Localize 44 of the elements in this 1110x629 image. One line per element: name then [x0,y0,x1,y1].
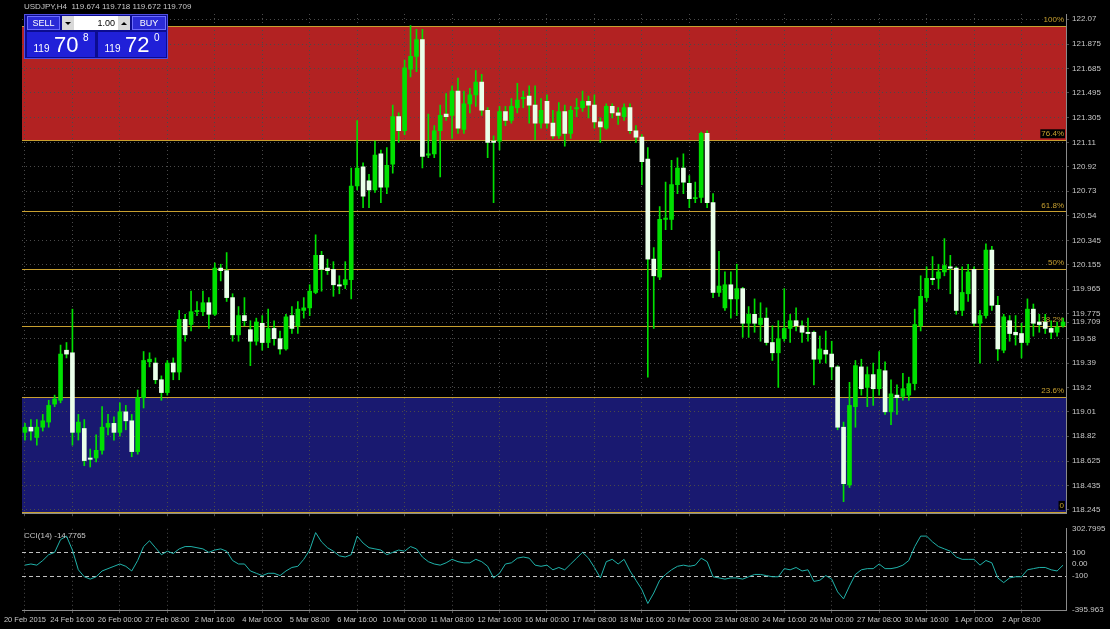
y-tick-label: 121.11 [1072,137,1097,147]
annotation: 76.4% [1041,129,1064,139]
y-tick-label: 120.155 [1072,260,1102,270]
annotation: 0 [1059,501,1065,511]
y-tick-label: 119.39 [1072,358,1097,368]
y-tick-label: 119.58 [1072,333,1097,343]
y-tick-label: 119.775 [1072,308,1101,318]
y-tick-label: 121.875 [1072,39,1102,49]
y-tick-label: 120.345 [1072,235,1102,245]
y-tick-label: 121.495 [1072,88,1102,98]
candlestick [734,263,740,316]
y-tick-label: 302.7995 [1072,524,1106,533]
y-tick-label: 120.73 [1072,186,1098,196]
y-tick-label: 100 [1072,547,1086,557]
y-tick-label: 118.82 [1072,431,1097,441]
chart-title: CCI(14) -14.7765 [24,531,87,540]
y-tick-label: 118.625 [1072,456,1101,466]
annotation: 23.6% [1041,386,1064,396]
candlestick [977,310,983,364]
annotation: 50% [1047,257,1064,267]
y-tick-label: 118.435 [1072,480,1101,490]
y-tick-label: 119.709 [1072,317,1101,327]
candlestick [105,414,111,436]
y-tick-label: 120.54 [1072,210,1098,220]
y-tick-label: 120.92 [1072,161,1098,171]
y-tick-label: 119.01 [1072,407,1097,417]
chart-title: USDJPY,H4 119.674 119.718 119.672 119.709 [24,2,192,12]
y-tick-label: 0.00 [1072,559,1089,569]
y-tick-label: 119.2 [1072,382,1092,392]
annotation: SELL [27,16,60,30]
annotation: 119 72 0 [104,31,160,57]
y-tick-label: 118.245 [1072,505,1101,515]
annotation: 1.00 [74,16,118,30]
annotation: 61.8% [1041,200,1064,210]
annotation: BUY [132,16,166,30]
y-tick-label: -100 [1072,570,1089,580]
y-tick-label: 121.305 [1072,112,1102,122]
y-tick-label: 119.965 [1072,284,1101,294]
y-tick-label: -395.963 [1072,605,1105,615]
annotation: 119 70 8 [33,31,89,57]
candlestick [520,90,526,109]
y-tick-label: 122.07 [1072,14,1098,24]
y-tick-label: 121.685 [1072,63,1102,73]
annotation: 100% [1043,15,1064,25]
